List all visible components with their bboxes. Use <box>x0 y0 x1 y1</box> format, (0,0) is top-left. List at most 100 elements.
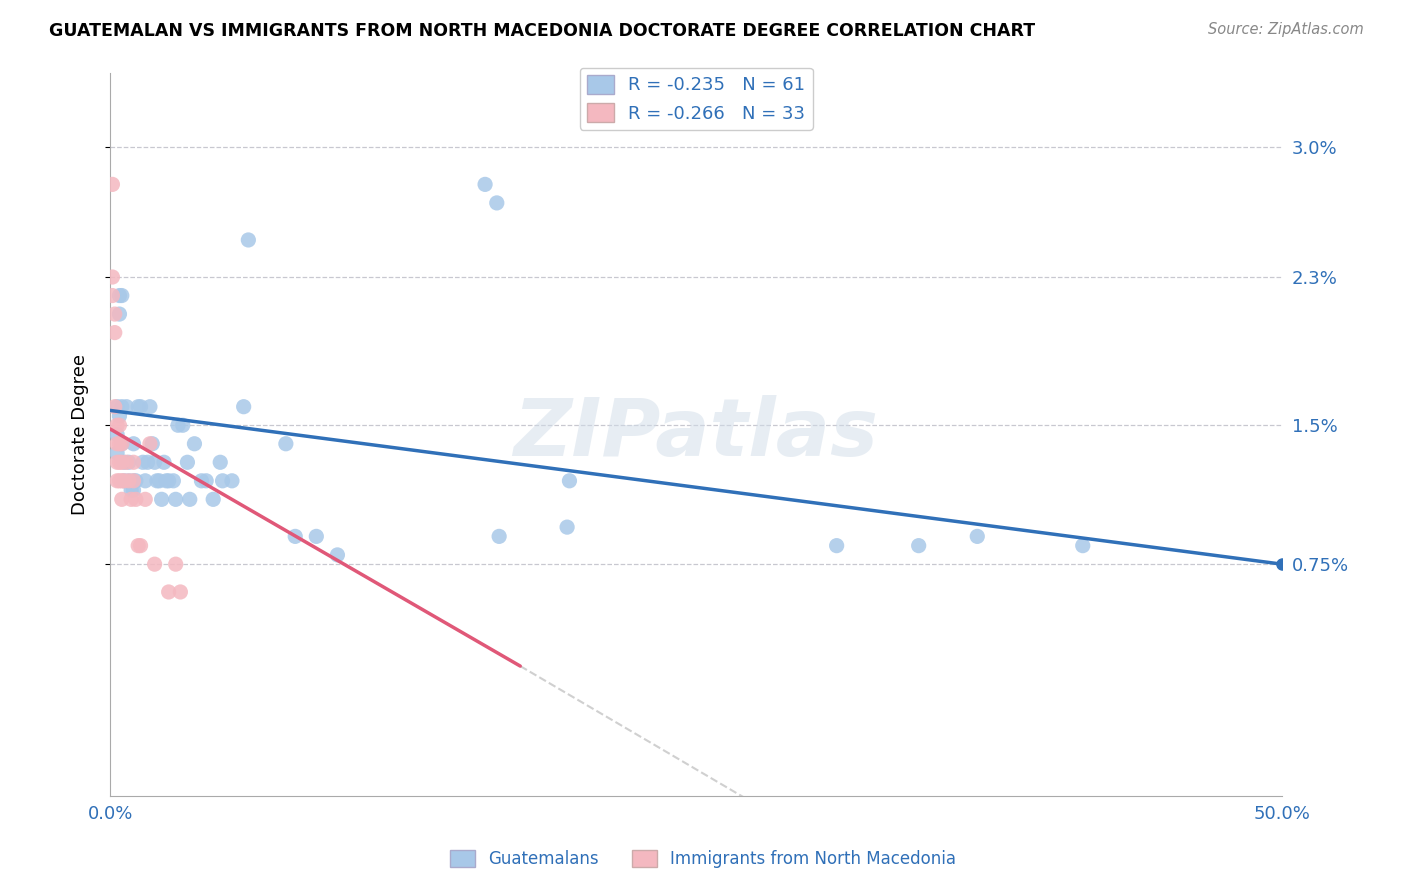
Point <box>115 455 138 469</box>
Point <box>157 474 180 488</box>
Point <box>101 288 124 302</box>
Point <box>101 178 124 192</box>
Point <box>115 400 138 414</box>
Point <box>211 474 233 488</box>
Point <box>111 400 134 414</box>
Y-axis label: Doctorate Degree: Doctorate Degree <box>72 354 89 515</box>
Text: GUATEMALAN VS IMMIGRANTS FROM NORTH MACEDONIA DOCTORATE DEGREE CORRELATION CHART: GUATEMALAN VS IMMIGRANTS FROM NORTH MACE… <box>49 22 1035 40</box>
Point <box>120 492 142 507</box>
Point <box>122 455 145 469</box>
Point <box>134 492 156 507</box>
Point <box>108 418 131 433</box>
Point <box>966 529 988 543</box>
Point <box>122 483 145 497</box>
Point <box>558 474 581 488</box>
Point <box>143 557 166 571</box>
Point <box>112 455 135 469</box>
Point <box>118 455 141 469</box>
Point <box>104 307 127 321</box>
Point <box>105 418 128 433</box>
Point <box>105 446 128 460</box>
Point <box>169 585 191 599</box>
Point <box>165 557 187 571</box>
Point <box>157 585 180 599</box>
Point <box>153 455 176 469</box>
Point <box>104 326 127 340</box>
Point <box>488 529 510 543</box>
Point <box>555 520 578 534</box>
Legend: Guatemalans, Immigrants from North Macedonia: Guatemalans, Immigrants from North Maced… <box>443 843 963 875</box>
Point <box>326 548 349 562</box>
Point <box>825 539 848 553</box>
Point <box>176 455 198 469</box>
Point <box>190 474 212 488</box>
Point <box>105 427 128 442</box>
Legend: R = -0.235   N = 61, R = -0.266   N = 33: R = -0.235 N = 61, R = -0.266 N = 33 <box>579 68 813 130</box>
Point <box>122 474 145 488</box>
Point <box>111 436 134 450</box>
Point <box>134 474 156 488</box>
Point <box>105 474 128 488</box>
Point <box>125 474 148 488</box>
Point <box>238 233 260 247</box>
Point <box>274 436 297 450</box>
Point <box>127 400 149 414</box>
Point <box>108 474 131 488</box>
Point <box>108 409 131 423</box>
Text: ZIPatlas: ZIPatlas <box>513 395 879 474</box>
Point <box>111 455 134 469</box>
Point <box>202 492 225 507</box>
Point <box>474 178 496 192</box>
Point <box>165 492 187 507</box>
Point <box>155 474 177 488</box>
Point <box>1071 539 1094 553</box>
Point <box>105 455 128 469</box>
Point <box>150 492 173 507</box>
Point <box>305 529 328 543</box>
Point <box>111 288 134 302</box>
Point <box>172 418 194 433</box>
Point <box>108 436 131 450</box>
Point <box>209 455 232 469</box>
Point <box>104 400 127 414</box>
Point <box>485 195 508 210</box>
Point <box>136 455 159 469</box>
Point <box>111 474 134 488</box>
Point <box>105 436 128 450</box>
Point <box>139 400 162 414</box>
Point <box>284 529 307 543</box>
Point <box>127 539 149 553</box>
Point <box>101 270 124 285</box>
Point <box>148 474 170 488</box>
Point <box>111 436 134 450</box>
Point <box>111 492 134 507</box>
Point <box>118 474 141 488</box>
Point <box>179 492 201 507</box>
Point <box>118 474 141 488</box>
Point <box>120 483 142 497</box>
Point <box>232 400 254 414</box>
Point <box>167 418 190 433</box>
Point <box>108 307 131 321</box>
Point <box>141 436 163 450</box>
Point <box>195 474 218 488</box>
Point <box>108 455 131 469</box>
Point <box>129 400 152 414</box>
Point <box>132 455 155 469</box>
Point <box>129 539 152 553</box>
Point <box>105 400 128 414</box>
Point <box>183 436 205 450</box>
Point <box>122 436 145 450</box>
Point <box>122 474 145 488</box>
Point <box>108 288 131 302</box>
Text: Source: ZipAtlas.com: Source: ZipAtlas.com <box>1208 22 1364 37</box>
Point <box>125 492 148 507</box>
Point <box>112 474 135 488</box>
Point <box>221 474 243 488</box>
Point <box>139 436 162 450</box>
Point <box>112 474 135 488</box>
Point <box>143 455 166 469</box>
Point <box>907 539 929 553</box>
Point <box>146 474 169 488</box>
Point <box>162 474 184 488</box>
